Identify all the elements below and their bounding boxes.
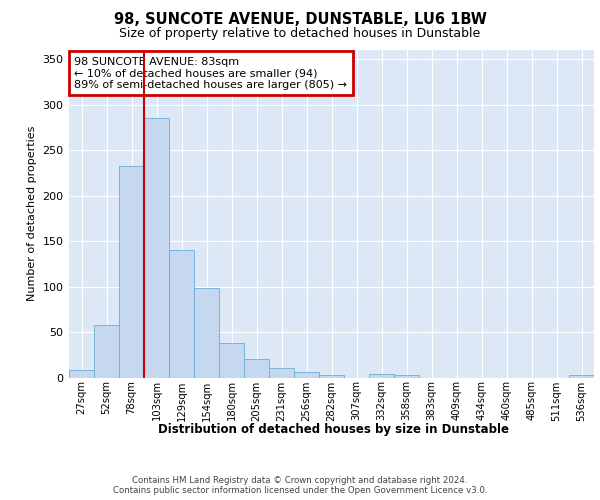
Y-axis label: Number of detached properties: Number of detached properties: [27, 126, 37, 302]
Bar: [144, 118, 169, 378]
Text: 98 SUNCOTE AVENUE: 83sqm
← 10% of detached houses are smaller (94)
89% of semi-d: 98 SUNCOTE AVENUE: 83sqm ← 10% of detach…: [74, 56, 347, 90]
Text: Contains HM Land Registry data © Crown copyright and database right 2024.
Contai: Contains HM Land Registry data © Crown c…: [113, 476, 487, 495]
Text: Distribution of detached houses by size in Dunstable: Distribution of detached houses by size …: [158, 422, 509, 436]
Bar: [369, 374, 394, 378]
Bar: [569, 375, 594, 378]
Bar: [269, 368, 294, 378]
Bar: [169, 250, 194, 378]
Bar: [119, 166, 144, 378]
Bar: [94, 324, 119, 378]
Bar: [69, 370, 94, 378]
Bar: [219, 343, 244, 378]
Bar: [394, 375, 419, 378]
Bar: [244, 360, 269, 378]
Bar: [294, 372, 319, 378]
Bar: [194, 288, 219, 378]
Text: 98, SUNCOTE AVENUE, DUNSTABLE, LU6 1BW: 98, SUNCOTE AVENUE, DUNSTABLE, LU6 1BW: [113, 12, 487, 28]
Text: Size of property relative to detached houses in Dunstable: Size of property relative to detached ho…: [119, 28, 481, 40]
Bar: [319, 375, 344, 378]
